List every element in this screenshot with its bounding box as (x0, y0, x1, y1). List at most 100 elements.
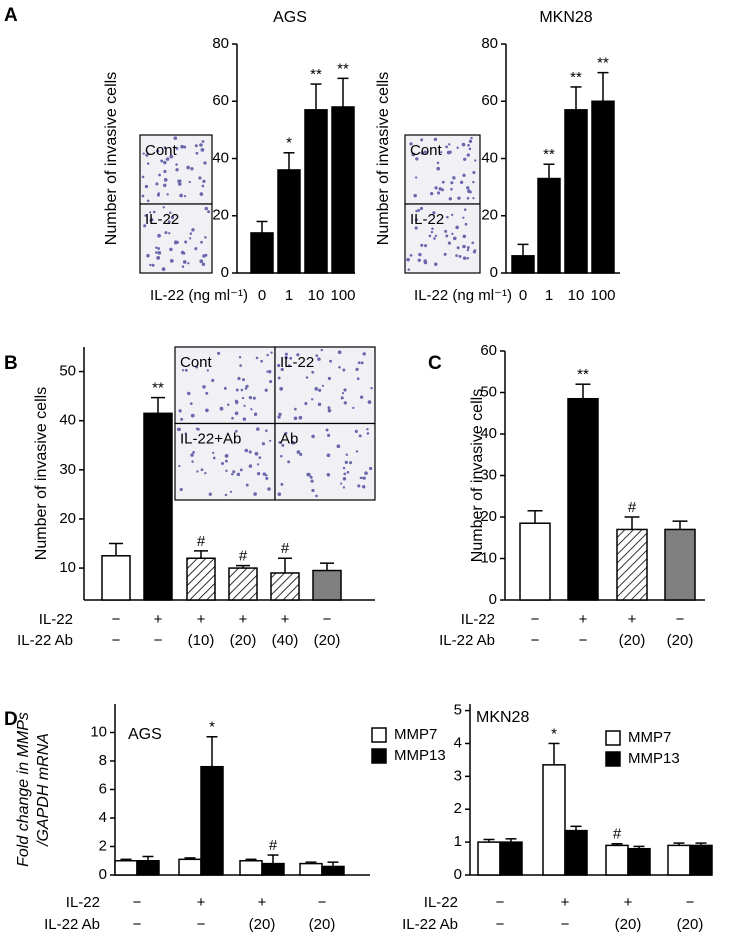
y-tick-label: 80 (481, 35, 498, 52)
y-tick-label: 60 (212, 92, 229, 109)
micrograph (404, 134, 481, 205)
cell-dot (329, 359, 332, 363)
cell-dot (445, 145, 448, 149)
cell-dot (156, 256, 161, 260)
cell-dot (459, 180, 464, 184)
cell-dot (277, 376, 281, 380)
cell-dot (311, 370, 315, 374)
cell-dot (411, 152, 416, 157)
cell-dot (269, 380, 273, 384)
cell-dot (450, 187, 453, 191)
cell-dot (413, 193, 417, 198)
row-value: (20) (615, 916, 642, 933)
row-label: IL-22 (461, 611, 495, 628)
cell-dot (362, 476, 366, 480)
cell-dot (189, 237, 192, 240)
cell-dot (336, 444, 341, 449)
y-tick-label: 30 (480, 466, 497, 483)
cell-dot (157, 251, 162, 255)
cell-dot (229, 490, 233, 493)
annotation: # (239, 548, 248, 565)
cell-dot (149, 218, 153, 222)
row-value: − (561, 916, 570, 933)
cell-dot (299, 452, 303, 456)
annotation: # (628, 499, 637, 516)
x-axis-label: IL-22 (ng ml⁻¹) (150, 287, 248, 304)
cell-dot (446, 215, 449, 219)
cell-dot (468, 139, 473, 143)
row-value: (40) (272, 632, 299, 649)
bar (312, 569, 342, 601)
cell-dot (280, 454, 283, 458)
cell-dot (158, 173, 161, 177)
cell-dot (252, 396, 256, 400)
cell-dot (370, 386, 373, 390)
cell-dot (141, 175, 145, 179)
cell-dot (256, 471, 261, 476)
cell-dot (448, 197, 453, 201)
cell-dot (266, 353, 269, 357)
cell-dot (143, 224, 147, 228)
cell-dot (466, 246, 470, 249)
micrograph (274, 346, 376, 425)
cell-dot (163, 160, 167, 165)
cell-dot (340, 396, 344, 400)
cell-dot (420, 243, 424, 247)
bar (499, 841, 523, 876)
cell-dot (281, 443, 285, 447)
bar (143, 412, 173, 601)
bar (239, 860, 263, 876)
cell-dot (242, 417, 247, 421)
row-value: − (323, 611, 332, 628)
cell-dot (447, 241, 452, 245)
cell-dot (189, 232, 193, 235)
cell-dot (472, 197, 475, 200)
row-value: + (239, 611, 248, 628)
cell-dot (438, 187, 442, 191)
row-value: − (531, 611, 540, 628)
cell-dot (296, 450, 301, 454)
cell-dot (287, 364, 291, 368)
row-value: − (318, 894, 327, 911)
cell-dot (205, 391, 209, 395)
bar (605, 844, 629, 876)
cell-dot (256, 427, 260, 431)
cell-dot (156, 149, 160, 153)
cell-dot (202, 179, 206, 183)
legend-label: MMP13 (628, 750, 680, 767)
bar (564, 829, 588, 876)
cell-dot (414, 176, 418, 179)
bar (627, 847, 651, 876)
y-tick-label: 40 (480, 425, 497, 442)
cell-dot (265, 476, 269, 480)
cell-dot (469, 190, 472, 194)
bar (564, 109, 588, 274)
bar (114, 860, 138, 876)
cell-dot (451, 213, 454, 217)
panel-label: D (4, 709, 18, 730)
cell-dot (241, 396, 245, 400)
cell-dot (463, 208, 467, 211)
cell-dot (149, 211, 152, 214)
cell-dot (200, 240, 203, 244)
cell-dot (342, 466, 346, 470)
cell-dot (217, 351, 221, 355)
cell-dot (236, 472, 241, 477)
y-tick-label: 5 (454, 702, 462, 719)
cell-dot (175, 168, 179, 172)
row-value: (10) (188, 632, 215, 649)
micrograph-label: IL-22 (145, 211, 179, 228)
cell-dot (289, 356, 293, 360)
cell-dot (190, 413, 195, 418)
cell-dot (261, 442, 266, 446)
cell-dot (360, 361, 364, 365)
cell-dot (190, 167, 194, 171)
cell-dot (188, 180, 191, 184)
cell-dot (208, 492, 212, 496)
cell-dot (455, 225, 459, 230)
cell-dot (407, 268, 411, 271)
cell-dot (270, 351, 273, 354)
cell-dot (320, 348, 323, 352)
cell-dot (444, 229, 448, 233)
row-value: (20) (249, 916, 276, 933)
